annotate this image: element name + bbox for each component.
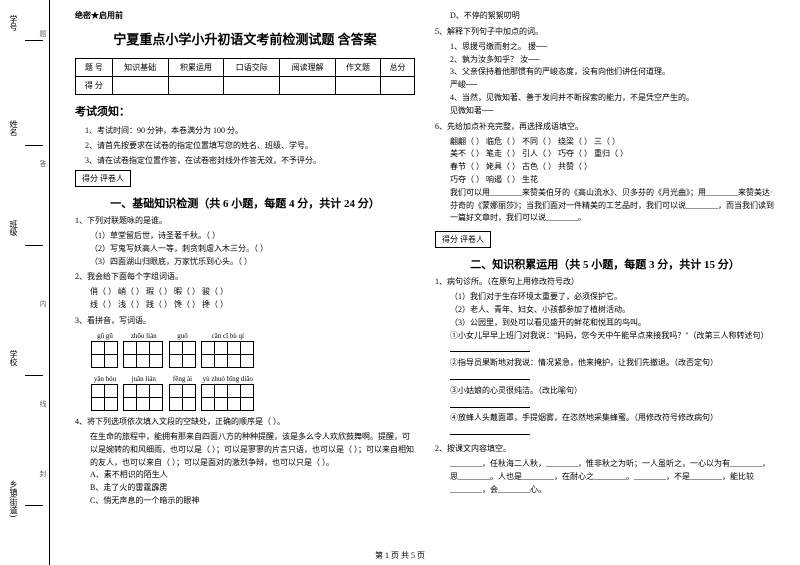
score-box: 得分 评卷人 (75, 170, 131, 187)
dash-label: 封 (38, 470, 48, 477)
margin-label-class: 班级 (8, 220, 19, 236)
score-box: 得分 评卷人 (435, 231, 491, 248)
q6-row: 美不（ ） 笔走（ ） 引人（ ） 巧夺（ ） 重归（ ） (450, 148, 775, 161)
char-grid: yù zhuó bīng diāo (202, 375, 254, 411)
margin-label-school: 学校 (8, 350, 19, 366)
q3-stem: 3、看拼音，写词语。 (75, 315, 415, 327)
page-content: 绝密★启用前 宁夏重点小学小升初语文考前检测试题 含答案 题 号 知识基础 积累… (50, 0, 800, 565)
s2q1-rewrite: ④放蜂人头戴面罩，手提烟雾，在恣然地采集蜂蜜。（用修改符号修改病句） (450, 412, 775, 425)
dash-label: 线 (38, 400, 48, 407)
q4-option: D、不停的絮絮叨明 (450, 10, 775, 23)
th: 积累运用 (168, 59, 224, 77)
right-column: D、不停的絮絮叨明 5、解释下列句子中加点的词。 1、思援弓缴而射之。 援── … (425, 10, 785, 555)
s2q1-item: （3）公园里，到处可以看见盛开的鲜花和悦耳的鸟叫。 (450, 317, 775, 330)
secret-label: 绝密★启用前 (75, 10, 415, 21)
q1-stem: 1、下列对联题咏的是谁。 (75, 215, 415, 227)
th: 题 号 (76, 59, 113, 77)
table-header-row: 题 号 知识基础 积累运用 口语交际 阅读理解 作文题 总分 (76, 59, 415, 77)
q6-row: 翩翩（ ） 临危（ ） 不同（ ） 绕梁（ ） 三（ ） (450, 136, 775, 149)
q4-stem: 4、将下列选项依次填入文段的空缺处，正确的顺序是（ ）。 (75, 416, 415, 428)
char-grids-row2: yǎn hóu juǎn lián fēng ài yù zhuó bīng d… (90, 373, 415, 413)
margin-label-name: 姓名 (8, 120, 19, 136)
notice-title: 考试须知： (75, 103, 415, 119)
section2-title: 二、知识积累运用（共 5 小题，每题 3 分，共计 15 分） (435, 256, 775, 272)
s2q1-rewrite: ③小姑娘的心灵很纯洁。（改比喻句） (450, 385, 775, 398)
dash-label: 题 (38, 30, 48, 37)
q6-blanks: 我们可以用________来赞美伯牙的《高山流水》、贝多芬的《月光曲》；用___… (450, 187, 775, 225)
q2-row: 线（ ） 浅（ ） 践（ ） 馋（ ） 搀（ ） (90, 299, 415, 312)
q5-item: 2、孰为汝多知乎？ 汝── (450, 54, 775, 67)
exam-title: 宁夏重点小学小升初语文考前检测试题 含答案 (75, 29, 415, 48)
th: 阅读理解 (280, 59, 336, 77)
q6-row: 巧夺（ ） 响遏（ ） 生花 (450, 174, 775, 187)
s2q2-stem: 2、按课文内容填空。 (435, 443, 775, 455)
char-grid: guǒ (170, 332, 196, 368)
char-grid: yǎn hóu (92, 375, 118, 411)
th: 口语交际 (224, 59, 280, 77)
q2-stem: 2、我会给下面每个字组词语。 (75, 271, 415, 283)
dash-label: 答 (38, 160, 48, 167)
left-column: 绝密★启用前 宁夏重点小学小升初语文考前检测试题 含答案 题 号 知识基础 积累… (65, 10, 425, 555)
q1-item: （3）四面湖山归眼底，万家忧乐到心头。（ ） (90, 256, 415, 269)
char-grid: zhōu lián (124, 332, 163, 368)
q4-option: C、悄无声息的一个暗示的眼神 (90, 495, 415, 508)
table-score-row: 得 分 (76, 77, 415, 95)
q5-item: 1、思援弓缴而射之。 援── (450, 41, 775, 54)
q4-option: A、素不相识的陌生人 (90, 469, 415, 482)
q5-item: 严峻── (450, 79, 775, 92)
q6-row: 春节（ ） 姥具（ ） 古色（ ） 共赞（ ） (450, 161, 775, 174)
q1-item: （2）写鬼写妖高人一等，刺贪刺虐入木三分。（ ） (90, 243, 415, 256)
s2q2-text: ________，任秋海二人秋，________，惟非秋之为听；一人虽听之，一心… (450, 458, 775, 496)
q2-row: 俏（ ） 峭（ ） 瑕（ ） 暇（ ） 骏（ ） (90, 286, 415, 299)
score-table: 题 号 知识基础 积累运用 口语交际 阅读理解 作文题 总分 得 分 (75, 58, 415, 95)
s2q1-item: （2）老人、青年、妇女、小孩都参加了植树活动。 (450, 304, 775, 317)
s2q1-rewrite: ①小女儿早早上班门对我说："妈妈，您今天中午能早点来接我吗？"（改第三人称转述句… (450, 330, 775, 343)
section1-title: 一、基础知识检测（共 6 小题，每题 4 分，共计 24 分） (75, 195, 415, 211)
s2q1-item: （1）我们对于生存环境太重要了，必须保护它。 (450, 291, 775, 304)
notice-item: 1、考试时间：90 分钟，本卷满分为 100 分。 (85, 125, 415, 136)
char-grid: juǎn lián (124, 375, 163, 411)
th: 知识基础 (112, 59, 168, 77)
notice-item: 2、请首先按要求在试卷的指定位置填写您的姓名、班级、学号。 (85, 140, 415, 151)
th: 总分 (380, 59, 414, 77)
q5-item: 3、父亲保持着他那惯有的严峻态度，没有向他们讲任何道理。 (450, 66, 775, 79)
margin-label-id: 学号 (8, 15, 19, 31)
q5-stem: 5、解释下列句子中加点的词。 (435, 26, 775, 38)
margin-label-town: 乡镇(街道) (8, 480, 19, 517)
td: 得 分 (76, 77, 113, 95)
q4-option: B、走了火的雷霆霹雳 (90, 482, 415, 495)
char-grid: gū gū (92, 332, 118, 368)
q5-item: 见微知著── (450, 105, 775, 118)
s2q1-rewrite: ②指导员果断地对我说：情况紧急，他来掩护，让我们先撤退。（改否定句） (450, 357, 775, 370)
page-number: 第 1 页 共 5 页 (375, 550, 425, 561)
char-grid: cān cī bù qí (202, 332, 254, 368)
s2q1-stem: 1、病句诊所。（在原句上用修改符号改） (435, 276, 775, 288)
q6-stem: 6、先给加点补充完整，再选择成语填空。 (435, 121, 775, 133)
q5-item: 4、当然，见微知著、善于发问并不断探索的能力，不是凭空产生的。 (450, 92, 775, 105)
char-grids-row1: gū gū zhōu lián guǒ cān cī bù qí (90, 330, 415, 370)
th: 作文题 (336, 59, 381, 77)
dash-label: 内 (38, 300, 48, 307)
q4-text: 在生命的旅程中，能拥有那来自四面八方的种种提醒，该是多么令人欢欣鼓舞啊。提醒，可… (90, 431, 415, 469)
binding-margin: 学号 姓名 班级 学校 乡镇(街道) 题 答 内 线 封 (0, 0, 50, 565)
char-grid: fēng ài (170, 375, 196, 411)
q1-item: （1）草堂留后世，诗圣著千秋。（ ） (90, 230, 415, 243)
notice-item: 3、请在试卷指定位置作答，在试卷密封线外作答无效，不予评分。 (85, 155, 415, 166)
